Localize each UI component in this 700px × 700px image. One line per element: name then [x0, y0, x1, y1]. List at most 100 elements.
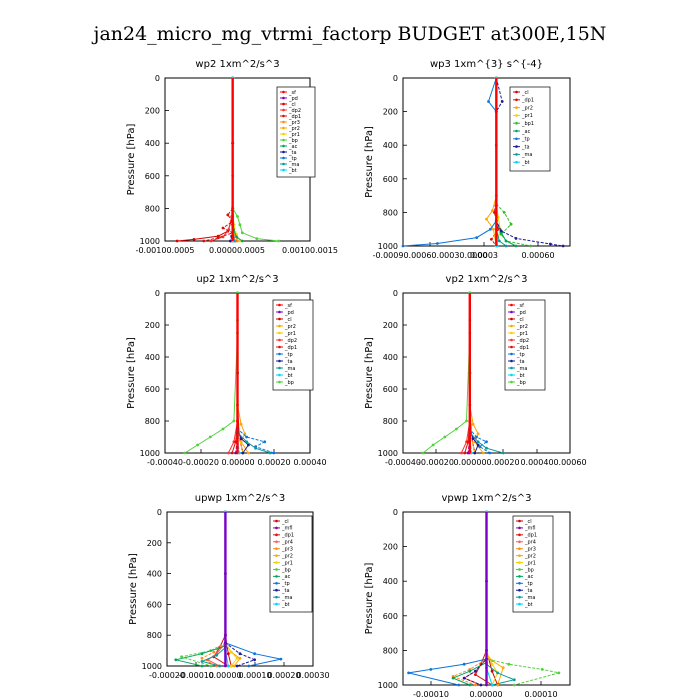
y-tick-label: 800 — [145, 417, 160, 426]
data-point — [254, 446, 257, 450]
series-line — [224, 512, 238, 667]
x-tick-label: 0.00020 — [257, 458, 290, 467]
y-tick-label: 200 — [147, 539, 162, 548]
y-tick-label: 600 — [145, 385, 160, 394]
panel-title: wp2 1xm^2/s^3 — [195, 59, 279, 70]
data-point — [529, 244, 533, 248]
legend-label: _tp — [288, 156, 297, 162]
data-point — [221, 226, 225, 230]
legend-marker — [515, 121, 518, 125]
data-point — [465, 419, 468, 423]
legend-label: _pr2 — [288, 126, 300, 132]
legend-label: _dp2 — [284, 338, 297, 344]
data-point — [457, 683, 461, 687]
series-line — [402, 77, 497, 247]
data-point — [263, 440, 267, 444]
legend-marker — [515, 90, 518, 94]
legend-marker — [282, 90, 285, 94]
data-point — [174, 658, 178, 662]
legend: _cl_mfl_dp1_pr4_pr3_pr2_pr1_bp_ac_tp_ta_… — [269, 515, 313, 613]
legend-label: _ma — [521, 152, 532, 158]
data-point — [253, 652, 256, 656]
x-tick-label: 0.00020 — [267, 671, 300, 680]
legend: _cl_mfl_dp1_pr4_pr3_pr2_pr1_bp_ac_tp_ta_… — [512, 515, 554, 613]
x-tick-label: 0.00000 — [453, 458, 486, 467]
y-tick-label: 800 — [145, 204, 160, 213]
legend-label: _ta — [284, 359, 293, 365]
data-point — [196, 443, 200, 447]
data-point — [245, 435, 249, 439]
data-point — [245, 440, 249, 444]
series-group — [401, 76, 565, 248]
data-point — [476, 432, 480, 436]
data-point — [490, 237, 493, 241]
legend-marker — [518, 582, 521, 585]
legend-label: _mfl — [281, 526, 293, 532]
y-tick-label: 0 — [155, 74, 160, 83]
legend-marker — [278, 366, 281, 370]
x-tick-label: 0.0003 — [470, 251, 498, 260]
series-line — [175, 512, 226, 667]
legend-label: _pd — [516, 310, 526, 316]
legend-marker — [275, 602, 278, 606]
x-tick-label: -0.00020 — [183, 458, 219, 467]
y-tick-label: 400 — [145, 353, 160, 362]
series-line — [203, 78, 235, 242]
y-tick-label: 1000 — [378, 681, 398, 690]
x-tick-label: -0.00040 — [147, 458, 183, 467]
y-tick-label: 200 — [383, 108, 398, 117]
data-point — [183, 451, 187, 455]
y-axis-label: Pressure [hPa] — [126, 124, 137, 196]
legend-marker — [282, 168, 285, 172]
data-point — [407, 671, 410, 675]
data-point — [255, 237, 259, 241]
y-tick-label: 800 — [147, 631, 162, 640]
y-tick-label: 800 — [383, 417, 398, 426]
y-axis-label: Pressure [hPa] — [364, 126, 375, 198]
legend-marker — [510, 338, 513, 342]
legend-label: _pr1 — [521, 113, 533, 119]
data-point — [241, 451, 245, 455]
data-point — [462, 662, 466, 666]
data-point — [200, 664, 204, 668]
data-point — [471, 437, 475, 440]
y-tick-label: 600 — [383, 175, 398, 184]
legend-marker — [278, 331, 281, 335]
legend-label: _dp2 — [288, 108, 301, 114]
data-point — [493, 211, 496, 214]
series-group — [175, 76, 280, 243]
legend-marker — [282, 96, 285, 100]
x-tick-label: -0.00100.0005 — [136, 246, 195, 255]
series-line — [206, 512, 226, 667]
legend-marker — [282, 144, 285, 148]
legend-marker — [275, 588, 278, 592]
legend-marker — [278, 345, 281, 349]
legend: _sf_pd_cl_pr2_pr1_dp2_dp1_tp_ta_ma_bt_bp — [504, 299, 546, 391]
y-tick-label: 800 — [383, 646, 398, 655]
data-point — [468, 669, 472, 673]
x-tick-label: 0.00000 — [208, 671, 241, 680]
legend-label: _bp — [516, 380, 526, 386]
legend-marker — [278, 303, 281, 307]
legend-label: _ta — [288, 150, 297, 156]
y-tick-label: 600 — [147, 600, 162, 609]
y-tick-label: 200 — [383, 321, 398, 330]
data-point — [485, 446, 488, 450]
series-line — [485, 78, 497, 247]
data-point — [247, 443, 250, 447]
y-tick-label: 200 — [145, 107, 160, 116]
legend-marker — [278, 324, 281, 328]
panel-title: wp3 1xm^{3} s^{-4} — [430, 59, 543, 70]
x-tick-label: -0.00090.00060.00030.0000 — [373, 251, 488, 260]
y-tick-label: 1000 — [378, 449, 398, 458]
data-point — [232, 419, 236, 423]
legend-marker — [518, 575, 521, 578]
legend: _sf_pd_cl_pr2_pr1_dp2_dp1_tp_ta_ma_bt_bp — [272, 299, 314, 391]
legend-marker — [510, 331, 513, 335]
series-line — [177, 78, 234, 242]
data-point — [235, 656, 239, 660]
legend-label: _dp1 — [288, 114, 301, 120]
x-tick-label: 0.00010 — [238, 671, 271, 680]
data-point — [514, 244, 518, 248]
legend-label: _pr3 — [281, 546, 293, 552]
